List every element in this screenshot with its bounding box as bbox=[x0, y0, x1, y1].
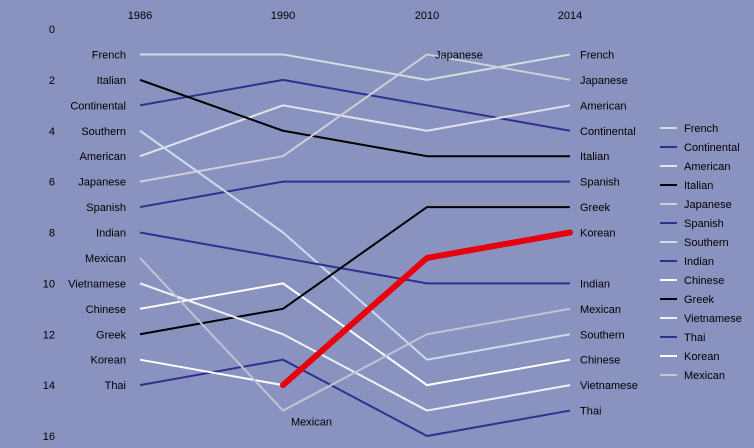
point-label-japanese: Japanese bbox=[580, 75, 628, 87]
point-label-french: French bbox=[580, 49, 614, 61]
y-tick-label: 12 bbox=[43, 329, 55, 341]
series-line-southern bbox=[139, 129, 571, 361]
x-tick-label: 2010 bbox=[415, 10, 439, 22]
legend-label-japanese: Japanese bbox=[684, 199, 732, 211]
legend-label-french: French bbox=[684, 123, 718, 135]
y-tick-label: 0 bbox=[49, 24, 55, 36]
point-label-italian: Italian bbox=[97, 75, 126, 87]
legend-label-chinese: Chinese bbox=[684, 275, 724, 287]
point-label-mexican: Mexican bbox=[580, 304, 621, 316]
point-label-thai: Thai bbox=[105, 380, 126, 392]
legend-label-italian: Italian bbox=[684, 180, 713, 192]
y-tick-label: 16 bbox=[43, 431, 55, 443]
point-label-mexican: Mexican bbox=[291, 417, 332, 429]
point-label-italian: Italian bbox=[580, 151, 609, 163]
point-label-indian: Indian bbox=[580, 278, 610, 290]
series-line-korean bbox=[139, 231, 571, 387]
x-tick-label: 1986 bbox=[128, 10, 152, 22]
point-label-chinese: Chinese bbox=[580, 355, 620, 367]
y-tick-label: 4 bbox=[49, 126, 55, 138]
point-label-korean: Korean bbox=[91, 355, 126, 367]
point-label-korean: Korean bbox=[580, 228, 615, 240]
series-line-japanese bbox=[139, 53, 571, 183]
point-label-french: French bbox=[92, 49, 126, 61]
series-line-chinese bbox=[139, 282, 571, 387]
point-labels: French French Continental Continental Americ… bbox=[68, 49, 638, 428]
x-tick-label: 2014 bbox=[558, 10, 582, 22]
series-line-indian bbox=[139, 231, 570, 285]
point-label-thai: Thai bbox=[580, 406, 601, 418]
legend-label-southern: Southern bbox=[684, 237, 729, 249]
series-line-mexican bbox=[139, 257, 571, 412]
legend-label-thai: Thai bbox=[684, 332, 705, 344]
series-line-american bbox=[139, 104, 571, 158]
point-label-chinese: Chinese bbox=[86, 304, 126, 316]
point-label-continental: Continental bbox=[70, 100, 126, 112]
y-tick-label: 8 bbox=[49, 228, 55, 240]
point-label-southern: Southern bbox=[580, 329, 625, 341]
point-label-vietnamese: Vietnamese bbox=[580, 380, 638, 392]
y-tick-label: 2 bbox=[49, 75, 55, 87]
point-label-japanese: Japanese bbox=[435, 49, 483, 61]
y-tick-label: 10 bbox=[43, 278, 55, 290]
axis-group: 0 2 4 6 8 10 12 14 16 1986 1990 2010 2014 bbox=[43, 10, 582, 443]
point-label-spanish: Spanish bbox=[580, 177, 620, 189]
series-line-vietnamese bbox=[139, 282, 571, 412]
point-label-greek: Greek bbox=[96, 329, 126, 341]
legend-label-mexican: Mexican bbox=[684, 370, 725, 382]
point-label-mexican: Mexican bbox=[85, 253, 126, 265]
legend-label-greek: Greek bbox=[684, 294, 714, 306]
series-line-french bbox=[140, 53, 571, 81]
legend-label-vietnamese: Vietnamese bbox=[684, 313, 742, 325]
point-label-japanese: Japanese bbox=[78, 177, 126, 189]
point-label-continental: Continental bbox=[580, 126, 636, 138]
series-line-spanish bbox=[139, 180, 570, 209]
point-label-greek: Greek bbox=[580, 202, 610, 214]
point-label-vietnamese: Vietnamese bbox=[68, 278, 126, 290]
x-tick-label: 1990 bbox=[271, 10, 295, 22]
legend-label-continental: Continental bbox=[684, 142, 740, 154]
highlight-line-korean bbox=[280, 229, 573, 389]
point-label-indian: Indian bbox=[96, 228, 126, 240]
series-line-greek bbox=[139, 206, 570, 336]
point-label-american: American bbox=[80, 151, 126, 163]
y-tick-label: 14 bbox=[43, 380, 55, 392]
point-label-southern: Southern bbox=[81, 126, 126, 138]
legend-label-indian: Indian bbox=[684, 256, 714, 268]
point-label-spanish: Spanish bbox=[86, 202, 126, 214]
highlight-line bbox=[280, 229, 573, 389]
point-label-american: American bbox=[580, 100, 626, 112]
series-line-italian bbox=[139, 78, 570, 158]
legend: French Continental American Italian Japanese… bbox=[660, 123, 742, 382]
legend-label-spanish: Spanish bbox=[684, 218, 724, 230]
series-lines bbox=[139, 53, 571, 437]
legend-label-american: American bbox=[684, 161, 730, 173]
legend-label-korean: Korean bbox=[684, 351, 719, 363]
y-tick-label: 6 bbox=[49, 177, 55, 189]
